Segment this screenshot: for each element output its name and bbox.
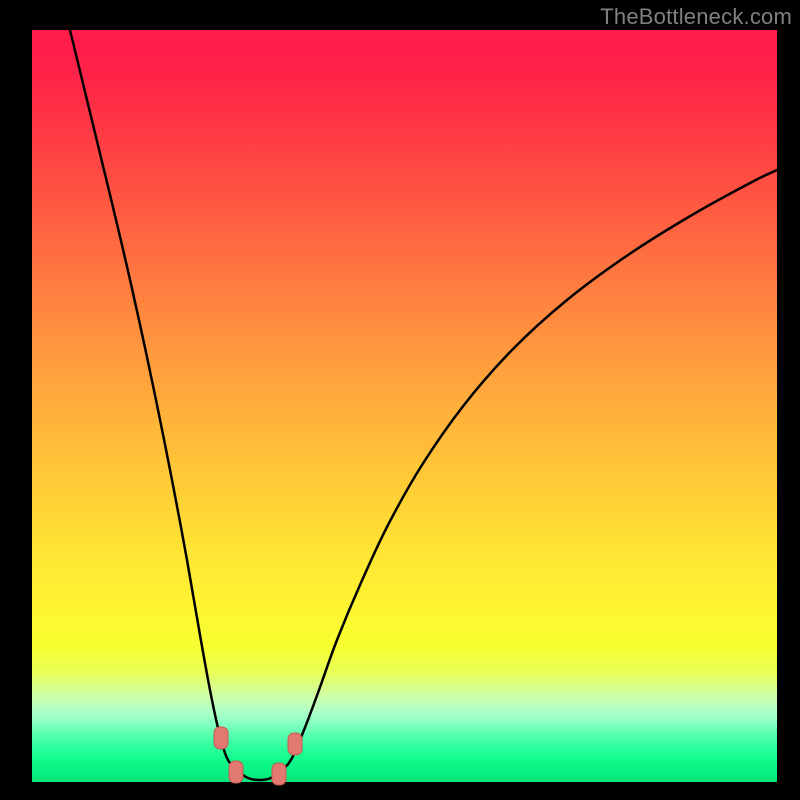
curve-marker: [214, 727, 228, 749]
watermark-text: TheBottleneck.com: [600, 4, 792, 30]
curve-marker: [288, 733, 302, 755]
curve-marker: [272, 763, 286, 785]
plot-area: [32, 30, 777, 782]
curve-layer: [32, 30, 777, 782]
bottleneck-curve: [70, 30, 777, 780]
curve-marker: [229, 761, 243, 783]
stage: TheBottleneck.com: [0, 0, 800, 800]
